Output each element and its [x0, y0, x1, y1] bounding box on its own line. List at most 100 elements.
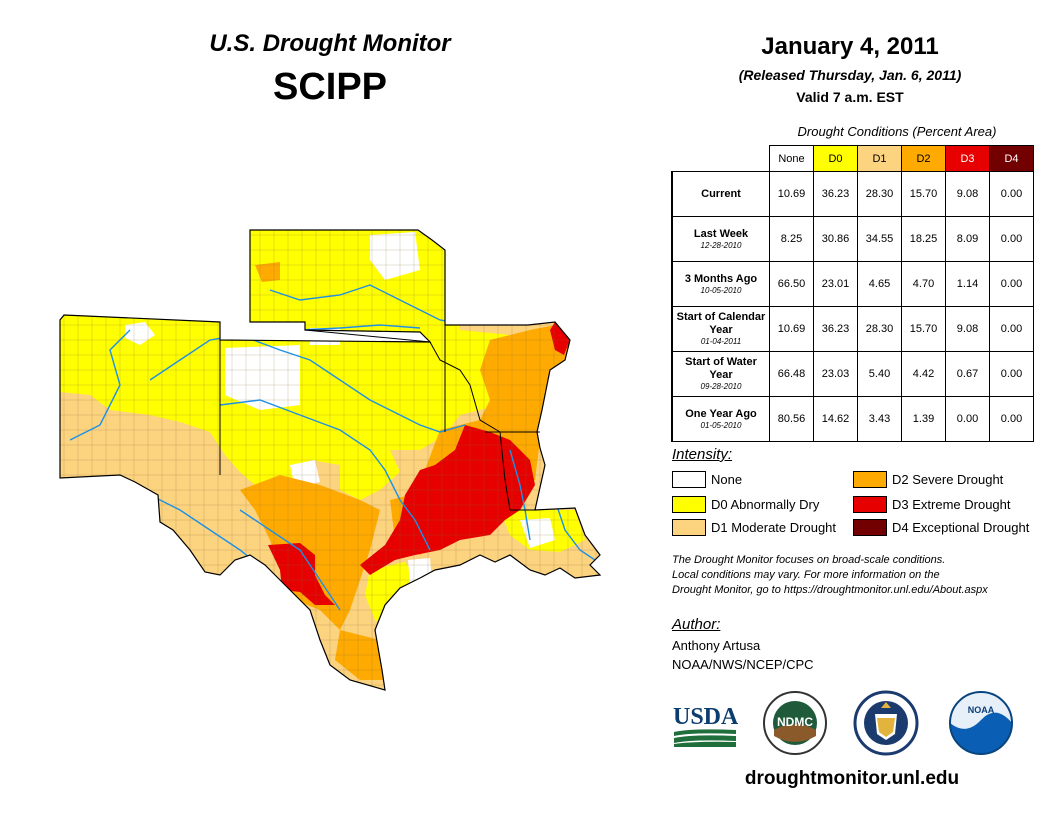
table-cell: 8.25 — [769, 216, 814, 262]
none-area-ne — [125, 322, 155, 345]
drought-conditions-table: None D0 D1 D2 D3 D4 Current 10.69 36.23 … — [671, 145, 1034, 442]
col-d4-header: D4 — [989, 145, 1034, 172]
legend-swatch — [672, 519, 706, 536]
table-cell: 0.00 — [989, 396, 1034, 442]
county-grid — [60, 230, 600, 690]
legend-label: D0 Abnormally Dry — [711, 497, 820, 512]
table-row: Start of Calendar Year 01-04-2011 10.69 3… — [671, 306, 1034, 352]
map-title: U.S. Drought Monitor — [209, 30, 451, 57]
col-none-header: None — [769, 145, 814, 172]
legend-label: D3 Extreme Drought — [892, 497, 1011, 512]
author-org: NOAA/NWS/NCEP/CPC — [672, 657, 814, 672]
table-cell: 0.00 — [989, 171, 1034, 217]
row-label: Start of Calendar Year 01-04-2011 — [671, 306, 770, 352]
table-cell: 28.30 — [857, 171, 902, 217]
legend-item-d1: D1 Moderate Drought — [672, 519, 836, 536]
table-row: One Year Ago 01-05-2010 80.56 14.62 3.43 … — [671, 396, 1034, 442]
table-cell: 0.00 — [989, 261, 1034, 307]
col-d2-header: D2 — [901, 145, 946, 172]
svg-text:NOAA: NOAA — [968, 705, 995, 715]
none-area-la — [520, 518, 555, 548]
commerce-seal-logo — [853, 690, 919, 756]
author-name: Anthony Artusa — [672, 638, 761, 653]
valid-time: Valid 7 a.m. EST — [796, 89, 904, 105]
legend-item-d3: D3 Extreme Drought — [853, 496, 1011, 513]
table-cell: 9.08 — [945, 306, 990, 352]
usda-logo: USDA — [673, 704, 738, 747]
row-label: One Year Ago 01-05-2010 — [671, 396, 770, 442]
table-row: Last Week 12-28-2010 8.25 30.86 34.55 18.… — [671, 216, 1034, 262]
release-date: (Released Thursday, Jan. 6, 2011) — [738, 67, 962, 83]
table-cell: 1.14 — [945, 261, 990, 307]
none-area-houston — [408, 558, 432, 585]
table-cell: 8.09 — [945, 216, 990, 262]
none-area-panhandle — [225, 345, 300, 410]
legend-title: Intensity: — [672, 446, 733, 463]
noaa-logo: NOAA — [949, 691, 1013, 755]
legend-label: D1 Moderate Drought — [711, 520, 837, 535]
legend-label: None — [711, 472, 743, 487]
col-d3-header: D3 — [945, 145, 990, 172]
row-label: Current — [671, 171, 770, 217]
svg-text:NDMC: NDMC — [777, 715, 813, 729]
table-cell: 15.70 — [901, 306, 946, 352]
note-line: Local conditions may vary. For more info… — [672, 569, 940, 581]
drought-monitor-note: The Drought Monitor focuses on broad-sca… — [672, 553, 1042, 598]
table-cell: 4.70 — [901, 261, 946, 307]
table-cell: 0.00 — [989, 306, 1034, 352]
map-date: January 4, 2011 — [761, 33, 939, 60]
table-cell: 30.86 — [813, 216, 858, 262]
table-cell: 10.69 — [769, 306, 814, 352]
table-cell: 0.67 — [945, 351, 990, 397]
legend-item-none: None — [672, 471, 742, 488]
table-cell: 5.40 — [857, 351, 902, 397]
table-cell: 10.69 — [769, 171, 814, 217]
state-borders — [219, 230, 540, 511]
note-line: Drought Monitor, go to https://droughtmo… — [672, 584, 988, 596]
legend-swatch — [853, 496, 887, 513]
table-cell: 15.70 — [901, 171, 946, 217]
row-label: Start of Water Year 09-28-2010 — [671, 351, 770, 397]
table-cell: 36.23 — [813, 306, 858, 352]
note-line: The Drought Monitor focuses on broad-sca… — [672, 554, 946, 566]
legend-item-d0: D0 Abnormally Dry — [672, 496, 819, 513]
table-cell: 36.23 — [813, 171, 858, 217]
legend-swatch — [853, 471, 887, 488]
drought-map — [59, 229, 601, 691]
d0-area-coast — [365, 562, 415, 625]
table-row: Start of Water Year 09-28-2010 66.48 23.0… — [671, 351, 1034, 397]
col-d0-header: D0 — [813, 145, 858, 172]
col-d1-header: D1 — [857, 145, 902, 172]
legend-item-d2: D2 Severe Drought — [853, 471, 1003, 488]
none-area-kansas — [370, 232, 420, 280]
table-cell: 0.00 — [989, 351, 1034, 397]
table-cell: 1.39 — [901, 396, 946, 442]
map-region: SCIPP — [272, 66, 388, 108]
table-cell: 66.48 — [769, 351, 814, 397]
table-cell: 18.25 — [901, 216, 946, 262]
table-row: Current 10.69 36.23 28.30 15.70 9.08 0.0… — [671, 171, 1034, 217]
table-caption: Drought Conditions (Percent Area) — [797, 124, 997, 139]
legend-swatch — [853, 519, 887, 536]
svg-text:USDA: USDA — [673, 704, 738, 730]
legend-label: D4 Exceptional Drought — [892, 520, 1030, 535]
table-cell: 80.56 — [769, 396, 814, 442]
table-cell: 28.30 — [857, 306, 902, 352]
row-label: Last Week 12-28-2010 — [671, 216, 770, 262]
table-cell: 4.42 — [901, 351, 946, 397]
table-cell: 4.65 — [857, 261, 902, 307]
table-row: 3 Months Ago 10-05-2010 66.50 23.01 4.65 … — [671, 261, 1034, 307]
author-title: Author: — [672, 616, 721, 633]
table-cell: 9.08 — [945, 171, 990, 217]
ndmc-logo: NDMC — [763, 691, 827, 755]
table-cell: 14.62 — [813, 396, 858, 442]
table-header-row: None D0 D1 D2 D3 D4 — [672, 145, 1034, 172]
legend-item-d4: D4 Exceptional Drought — [853, 519, 1029, 536]
legend-label: D2 Severe Drought — [892, 472, 1004, 487]
table-cell: 3.43 — [857, 396, 902, 442]
legend-swatch — [672, 471, 706, 488]
d2-area-kansas-sw — [255, 262, 280, 282]
table-cell: 0.00 — [989, 216, 1034, 262]
table-cell: 23.03 — [813, 351, 858, 397]
legend-swatch — [672, 496, 706, 513]
